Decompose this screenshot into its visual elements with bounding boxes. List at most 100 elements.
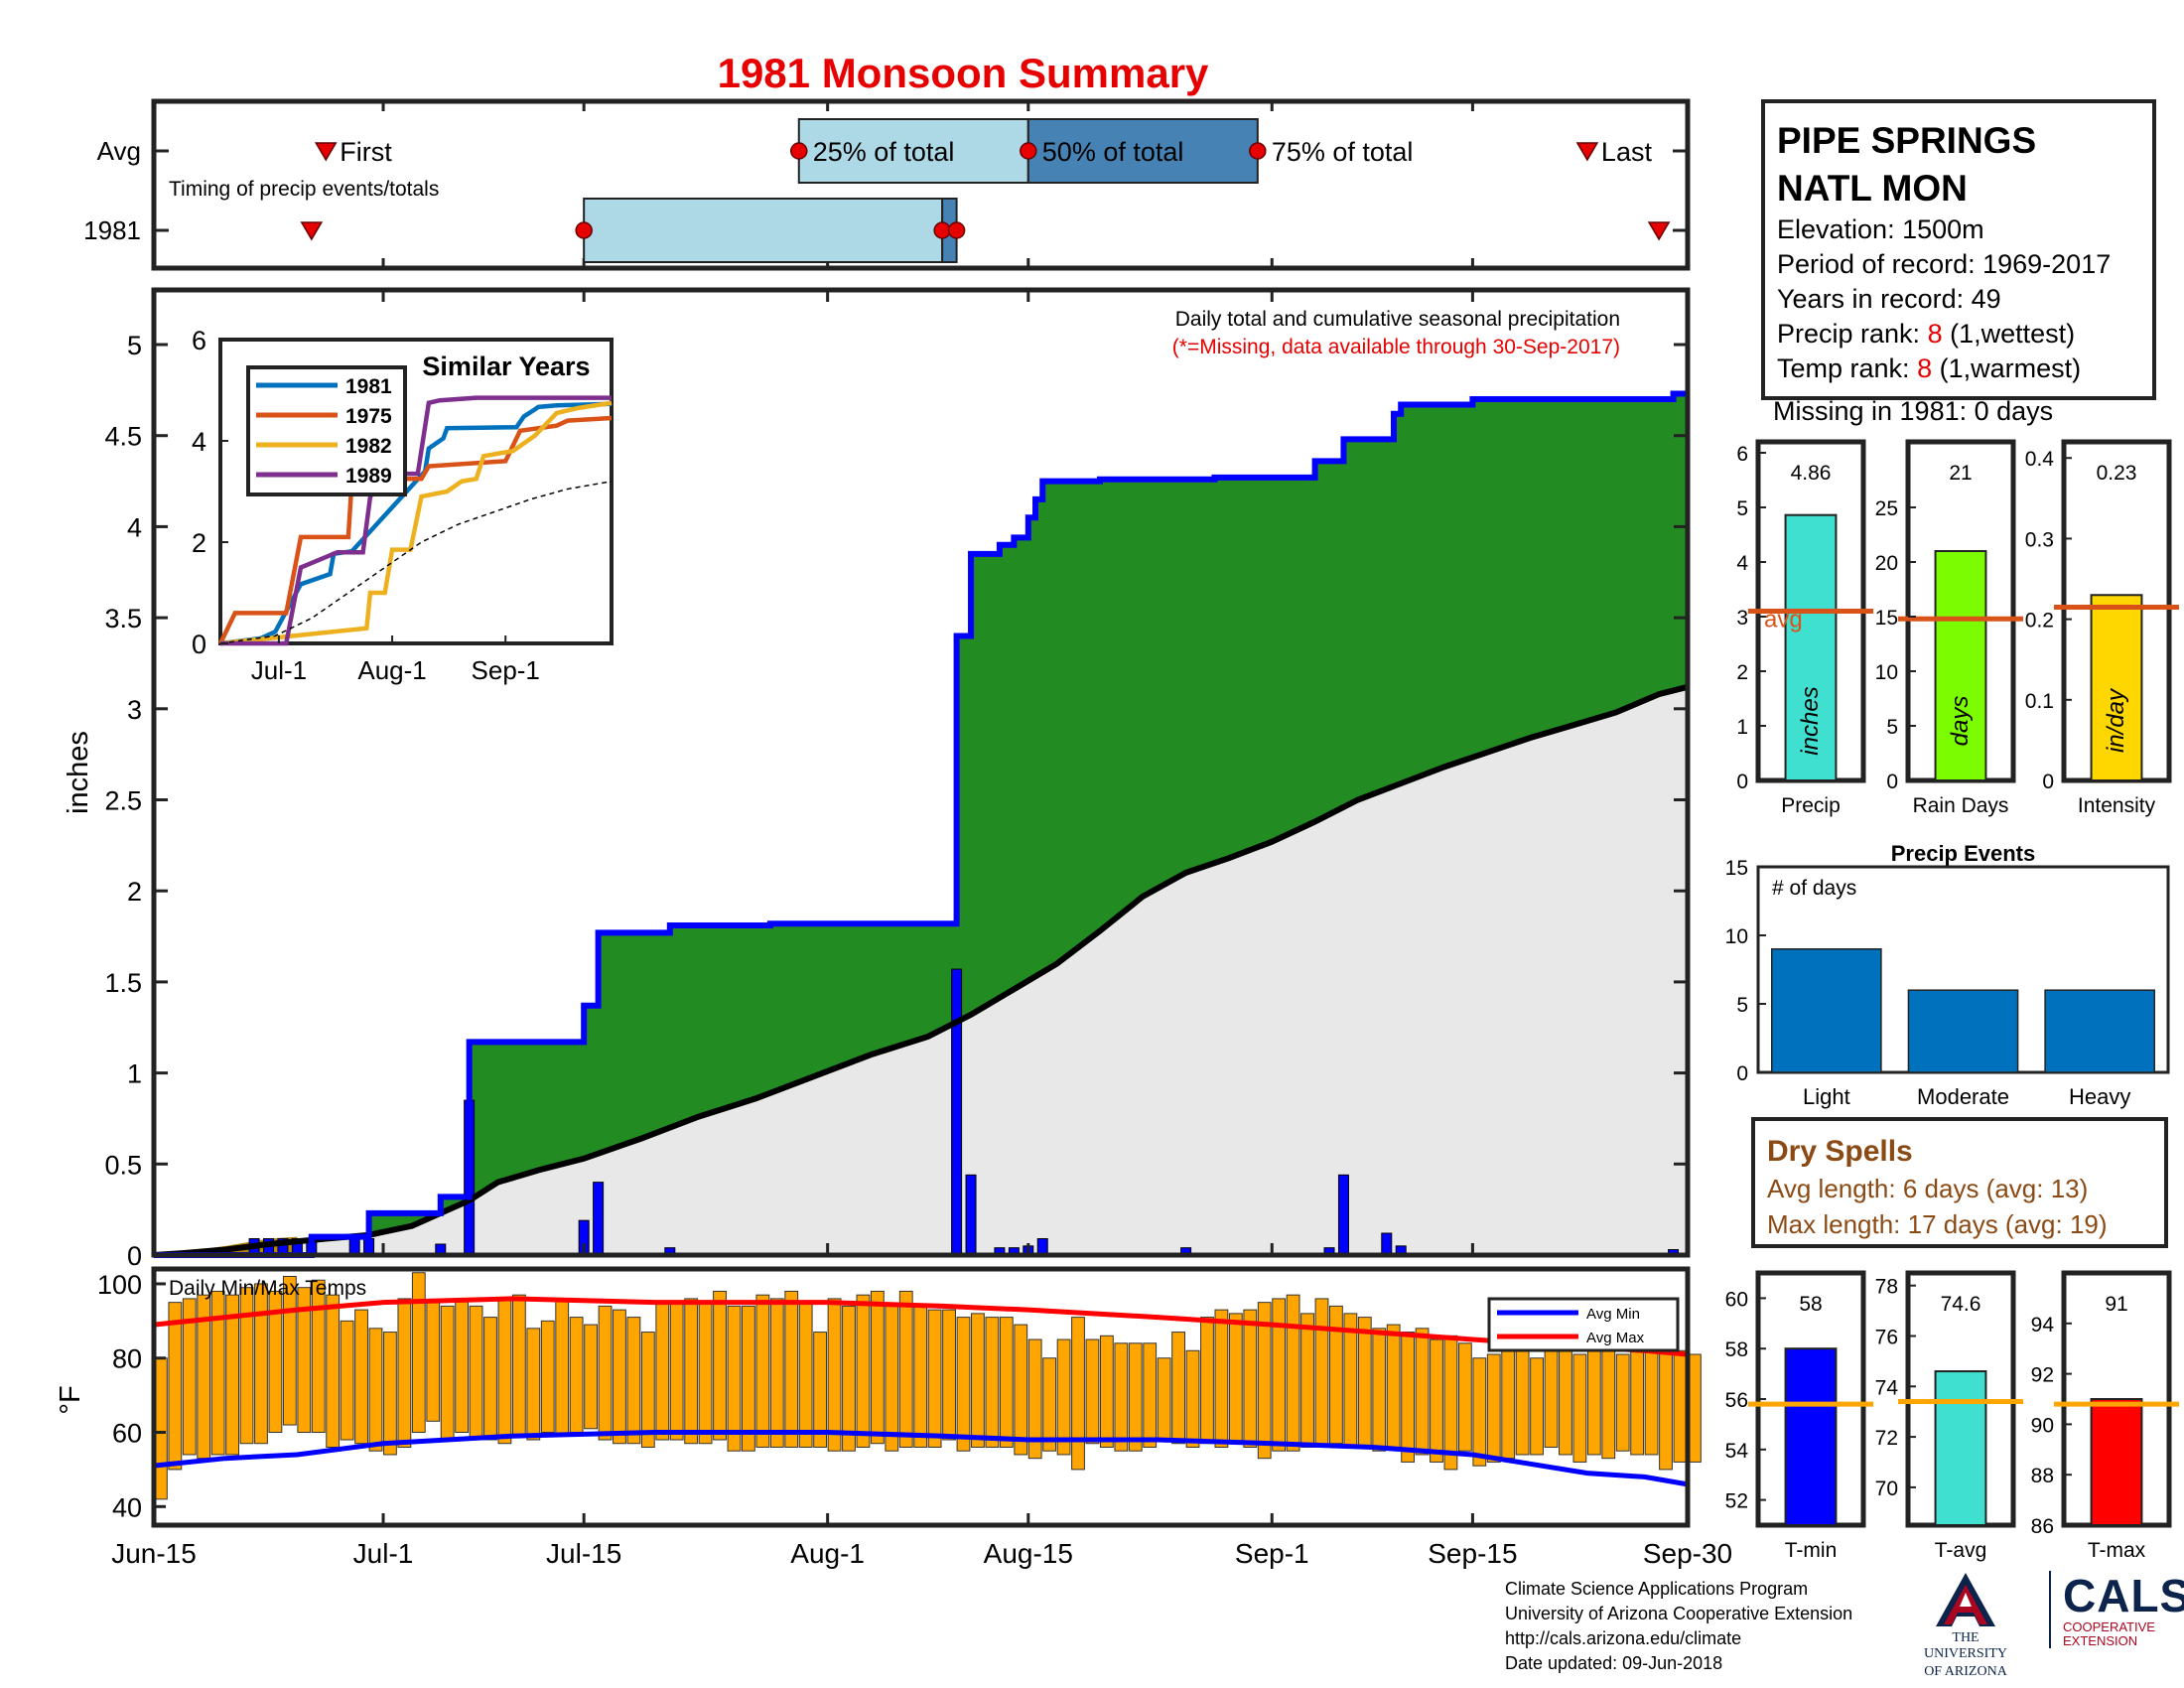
temps-title: Daily Min/Max Temps bbox=[169, 1277, 366, 1300]
temp-range-bar bbox=[1544, 1349, 1559, 1448]
temp-range-bar bbox=[1257, 1302, 1272, 1460]
temp-range-bar bbox=[913, 1305, 928, 1448]
temp-range-bar bbox=[483, 1317, 497, 1441]
temps-ytick-label: 40 bbox=[112, 1492, 142, 1522]
credits-line-2: University of Arizona Cooperative Extens… bbox=[1505, 1604, 1853, 1623]
timing-triangle bbox=[1575, 142, 1599, 162]
inset-ytick-label: 6 bbox=[192, 326, 206, 355]
temp-range-bar bbox=[1659, 1349, 1673, 1471]
panel-ytick-label: 58 bbox=[1725, 1338, 1748, 1361]
precip-ytick-label: 3.5 bbox=[104, 604, 142, 633]
credits-line-3[interactable]: http://cals.arizona.edu/climate bbox=[1505, 1628, 1742, 1648]
temp-range-bar bbox=[1027, 1338, 1042, 1460]
legend-avg-min-label: Avg Min bbox=[1586, 1306, 1640, 1323]
temp-range-bar bbox=[239, 1287, 254, 1445]
temps-ytick-label: 100 bbox=[97, 1270, 142, 1300]
timing-marker bbox=[790, 142, 808, 160]
temp-range-bar bbox=[898, 1290, 913, 1448]
precip-ytick-label: 0 bbox=[127, 1241, 142, 1271]
panel-ytick-label: 10 bbox=[1875, 661, 1898, 684]
university-of-arizona-logo: THE UNIVERSITY OF ARIZONA bbox=[1916, 1571, 2015, 1680]
panel-value-label: 0.23 bbox=[2097, 462, 2137, 485]
temp-range-bar bbox=[640, 1332, 655, 1448]
panel-ytick-label: 56 bbox=[1725, 1389, 1748, 1412]
temp-range-bar bbox=[798, 1302, 813, 1448]
timing-marker bbox=[575, 221, 593, 239]
events-category-label: Moderate bbox=[1917, 1084, 2009, 1109]
date-axis-label: Jul-15 bbox=[546, 1538, 621, 1569]
panel-ytick-label: 15 bbox=[1875, 607, 1898, 630]
page-title: 1981 Monsoon Summary bbox=[717, 50, 1209, 96]
timing-marker bbox=[1249, 142, 1267, 160]
panel-ytick-label: 76 bbox=[1875, 1327, 1898, 1349]
temp-rank: Temp rank: 8 (1,warmest) bbox=[1777, 352, 2140, 386]
temp-range-bar bbox=[755, 1294, 770, 1448]
precip-ytick-label: 2.5 bbox=[104, 786, 142, 816]
timing-label-last: Last bbox=[1601, 137, 1653, 167]
temp-range-bar bbox=[1143, 1342, 1158, 1448]
inset-ytick-label: 0 bbox=[192, 630, 206, 659]
panel-ytick-label: 2 bbox=[1736, 661, 1748, 684]
temp-range-bar bbox=[383, 1332, 397, 1456]
temp-range-bar bbox=[999, 1317, 1014, 1448]
temp-range-bar bbox=[1415, 1328, 1430, 1456]
temp-rank-value: 8 bbox=[1917, 353, 1933, 383]
timing-row-label: 1981 bbox=[83, 215, 141, 245]
inset-ytick-label: 2 bbox=[192, 528, 206, 558]
temp-rank-label: Temp rank: bbox=[1777, 353, 1918, 383]
temps-ytick-label: 60 bbox=[112, 1419, 142, 1449]
events-category-label: Heavy bbox=[2069, 1084, 2130, 1109]
panel-unit: in/day bbox=[2103, 687, 2129, 753]
cals-line-1: COOPERATIVE bbox=[2063, 1619, 2155, 1634]
dry-spells-avg: Avg length: 6 days (avg: 13) bbox=[1767, 1174, 2089, 1203]
cumulative-avg-line bbox=[153, 683, 1689, 1258]
timing-marker bbox=[947, 221, 966, 239]
temp-range-bar bbox=[1644, 1346, 1659, 1456]
events-title: Precip Events bbox=[1891, 841, 2036, 866]
temp-range-bar bbox=[311, 1279, 326, 1434]
legend-label-1975: 1975 bbox=[345, 405, 392, 428]
panel-ytick-label: 70 bbox=[1875, 1477, 1898, 1500]
temp-range-bar bbox=[985, 1317, 1000, 1448]
panel-ytick-label: 54 bbox=[1725, 1440, 1749, 1463]
temp-range-bar bbox=[613, 1309, 626, 1445]
events-ytick-label: 0 bbox=[1736, 1062, 1748, 1085]
panel-ytick-label: 0.4 bbox=[2025, 448, 2055, 471]
events-ytick-label: 5 bbox=[1736, 994, 1748, 1017]
precip-frame bbox=[151, 287, 1691, 1258]
panel-label: T-min bbox=[1785, 1539, 1838, 1562]
temp-range-bar bbox=[268, 1290, 283, 1434]
cals-word: CALS bbox=[2063, 1570, 2184, 1621]
panel-value-label: 74.6 bbox=[1941, 1293, 1981, 1316]
temps-ytick-label: 80 bbox=[112, 1344, 142, 1374]
panel-avg-label: avg bbox=[1764, 607, 1803, 633]
temp-range-bar bbox=[297, 1287, 312, 1434]
station-elevation: Elevation: 1500m bbox=[1777, 214, 1984, 244]
temp-range-bar bbox=[1099, 1335, 1114, 1448]
temp-range-bar bbox=[526, 1328, 541, 1441]
temp-range-bar bbox=[1185, 1349, 1200, 1448]
temp-range-bar bbox=[455, 1298, 470, 1434]
temps-legend bbox=[1487, 1297, 1680, 1352]
temp-range-bar bbox=[655, 1302, 670, 1441]
events-bar-moderate bbox=[1907, 989, 2019, 1073]
timing-row-label: Avg bbox=[97, 136, 141, 166]
panel-ytick-label: 20 bbox=[1875, 552, 1898, 575]
events-category-label: Light bbox=[1803, 1084, 1850, 1109]
panel-ytick-label: 5 bbox=[1736, 497, 1748, 520]
timing-label-50: 50% of total bbox=[1042, 137, 1184, 167]
daily-precip-bar bbox=[593, 1182, 605, 1256]
events-ytick-label: 15 bbox=[1725, 857, 1748, 880]
precip-ytick-label: 2 bbox=[127, 877, 142, 907]
temp-range-bar bbox=[1228, 1313, 1243, 1445]
temp-range-bar bbox=[1128, 1342, 1143, 1452]
date-axis-label: Sep-30 bbox=[1643, 1538, 1732, 1569]
temp-range-bar bbox=[1673, 1349, 1688, 1463]
legend-label-1981: 1981 bbox=[345, 375, 392, 398]
inset-xtick-label: Aug-1 bbox=[357, 655, 426, 685]
date-axis-label: Sep-15 bbox=[1428, 1538, 1517, 1569]
date-axis-label: Jun-15 bbox=[111, 1538, 197, 1569]
temp-range-bar bbox=[769, 1298, 784, 1448]
temp-range-bar bbox=[1586, 1338, 1601, 1456]
